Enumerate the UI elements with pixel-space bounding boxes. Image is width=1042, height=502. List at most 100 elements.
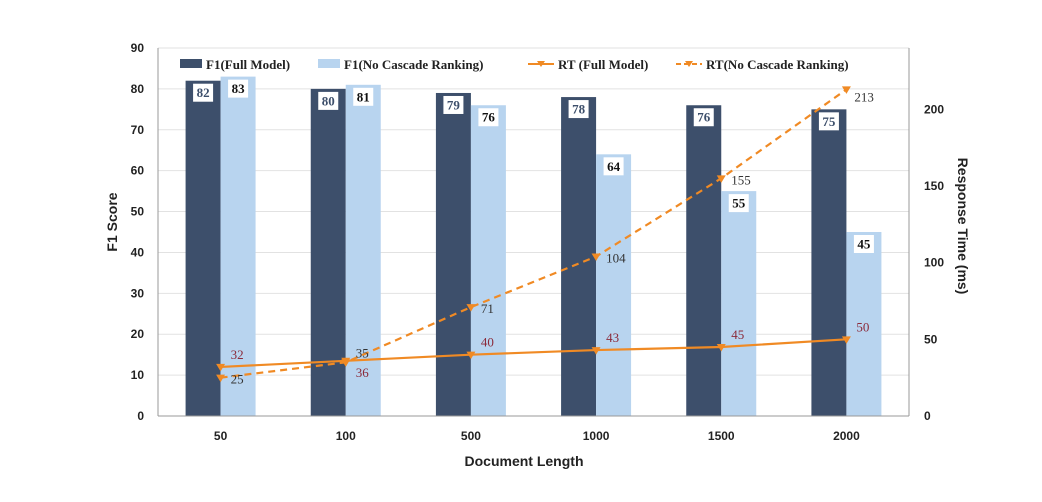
rt-label-1-2: 40	[481, 335, 494, 350]
rt-marker-1-4	[716, 344, 726, 352]
rt-marker-1-5	[841, 336, 851, 344]
bar-2-4	[721, 191, 757, 416]
y-tick-label-0: 0	[137, 409, 144, 423]
x-tick-labels: 50 100 500 1000 1500 2000	[214, 429, 860, 443]
rt-marker-2-4	[716, 175, 726, 183]
legend: F1(Full Model) F1(No Cascade Ranking) RT (…	[180, 57, 849, 72]
legend-label-3: RT (Full Model)	[558, 57, 648, 72]
bar-label-2-3: 64	[607, 159, 621, 174]
bar-2-0	[220, 76, 256, 416]
bar-label-bg-2-0	[228, 79, 249, 98]
bar-label-bg-1-4	[693, 108, 714, 127]
legend-swatch-2	[318, 59, 340, 68]
legend-marker-4	[685, 61, 693, 67]
y2-tick-label-1: 50	[924, 332, 938, 346]
bar-label-bg-2-2	[478, 108, 499, 127]
y-tick-label-6: 60	[131, 164, 145, 178]
rt-label-1-5: 50	[856, 319, 869, 334]
y-axis-label: F1 Score	[104, 192, 120, 251]
legend-marker-3	[537, 61, 545, 67]
rt-marker-1-3	[591, 347, 601, 355]
bar-label-1-5: 75	[822, 114, 836, 129]
bar-label-bg-1-5	[818, 112, 839, 131]
y2-tick-label-2: 100	[924, 256, 944, 270]
rt-marker-2-3	[591, 253, 601, 262]
x-tick-label-1: 100	[336, 429, 356, 443]
bar-2-5	[846, 232, 882, 416]
bar-label-2-2: 76	[482, 110, 496, 125]
grid-lines	[158, 47, 909, 376]
y-tick-label-8: 80	[131, 82, 145, 96]
y-tick-label-2: 20	[131, 327, 145, 341]
bar-label-bg-2-4	[728, 194, 749, 213]
y-tick-label-7: 70	[131, 123, 145, 137]
y2-axis-label: Response Time (ms)	[955, 158, 971, 295]
bar-label-bg-1-1	[318, 91, 339, 110]
x-tick-label-3: 1000	[583, 429, 610, 443]
legend-label-4: RT(No Cascade Ranking)	[706, 57, 849, 72]
rt-line-1	[220, 338, 847, 369]
bar-1-3	[561, 97, 597, 417]
rt-marker-2-5	[841, 86, 851, 94]
bar-label-bg-2-5	[853, 235, 874, 253]
bar-label-1-4: 76	[697, 110, 711, 125]
rt-label-1-0: 32	[231, 347, 244, 362]
y-tick-label-9: 90	[131, 41, 145, 55]
bar-label-bg-1-2	[443, 95, 464, 114]
rt-label-2-2: 71	[481, 301, 494, 316]
bar-1-4	[686, 105, 722, 416]
bar-label-1-3: 78	[572, 102, 586, 117]
y2-tick-labels: 0 50 100 150 200	[924, 102, 944, 423]
rt-label-1-3: 43	[606, 330, 619, 345]
bar-1-0	[185, 80, 221, 416]
bar-2-2	[470, 105, 506, 416]
rt-lines	[216, 86, 851, 383]
legend-swatch-1	[180, 59, 202, 68]
legend-label-2: F1(No Cascade Ranking)	[344, 57, 483, 72]
bar-label-bg-2-1	[353, 87, 374, 106]
rt-marker-1-0	[216, 363, 226, 372]
y-tick-label-4: 40	[131, 245, 145, 259]
legend-label-1: F1(Full Model)	[206, 57, 290, 72]
y2-tick-label-0: 0	[924, 409, 931, 423]
rt-label-1-1: 36	[356, 365, 370, 380]
bar-label-bg-1-0	[193, 83, 214, 102]
bar-label-bg-2-3	[603, 157, 624, 176]
rt-marker-2-0	[216, 374, 226, 383]
y2-tick-label-4: 200	[924, 102, 944, 116]
y-tick-labels: 0 10 20 30 40 50 60 70 80 90	[131, 41, 145, 423]
bar-2-3	[596, 154, 632, 417]
x-tick-label-4: 1500	[708, 429, 735, 443]
rt-label-2-4: 155	[731, 172, 751, 187]
x-tick-label-0: 50	[214, 429, 228, 443]
rt-label-2-3: 104	[606, 251, 626, 266]
bar-label-1-0: 82	[197, 85, 210, 100]
y-tick-label-3: 30	[131, 286, 145, 300]
x-tick-label-5: 2000	[833, 429, 860, 443]
rt-line-2	[220, 88, 848, 379]
bar-label-2-4: 55	[732, 196, 746, 211]
bar-1-5	[811, 109, 847, 416]
rt-marker-1-2	[466, 351, 476, 360]
bar-label-2-1: 81	[357, 89, 370, 104]
x-axis-label: Document Length	[465, 453, 584, 469]
bar-label-2-0: 83	[232, 81, 246, 96]
rt-label-2-1: 35	[356, 345, 369, 360]
bar-label-1-1: 80	[322, 93, 335, 108]
axes	[157, 48, 910, 417]
rt-marker-2-2	[466, 304, 476, 312]
bar-label-1-2: 79	[447, 97, 461, 112]
bar-labels: 82 80 79 78 76 75 83 81 76 64 55 45	[193, 79, 874, 253]
y-tick-label-5: 50	[131, 205, 145, 219]
rt-label-2-0: 25	[231, 372, 244, 387]
rt-labels: 32 36 40 43 45 50 25 35 71 104 155 213	[231, 89, 874, 386]
bar-label-bg-1-3	[568, 100, 589, 119]
bar-label-2-5: 45	[857, 237, 871, 252]
rt-label-1-4: 45	[731, 327, 744, 342]
bar-1-2	[435, 92, 471, 416]
y-tick-label-1: 10	[131, 368, 145, 382]
rt-label-2-5: 213	[854, 89, 874, 104]
x-tick-label-2: 500	[461, 429, 481, 443]
rt-marker-2-1	[341, 359, 351, 367]
